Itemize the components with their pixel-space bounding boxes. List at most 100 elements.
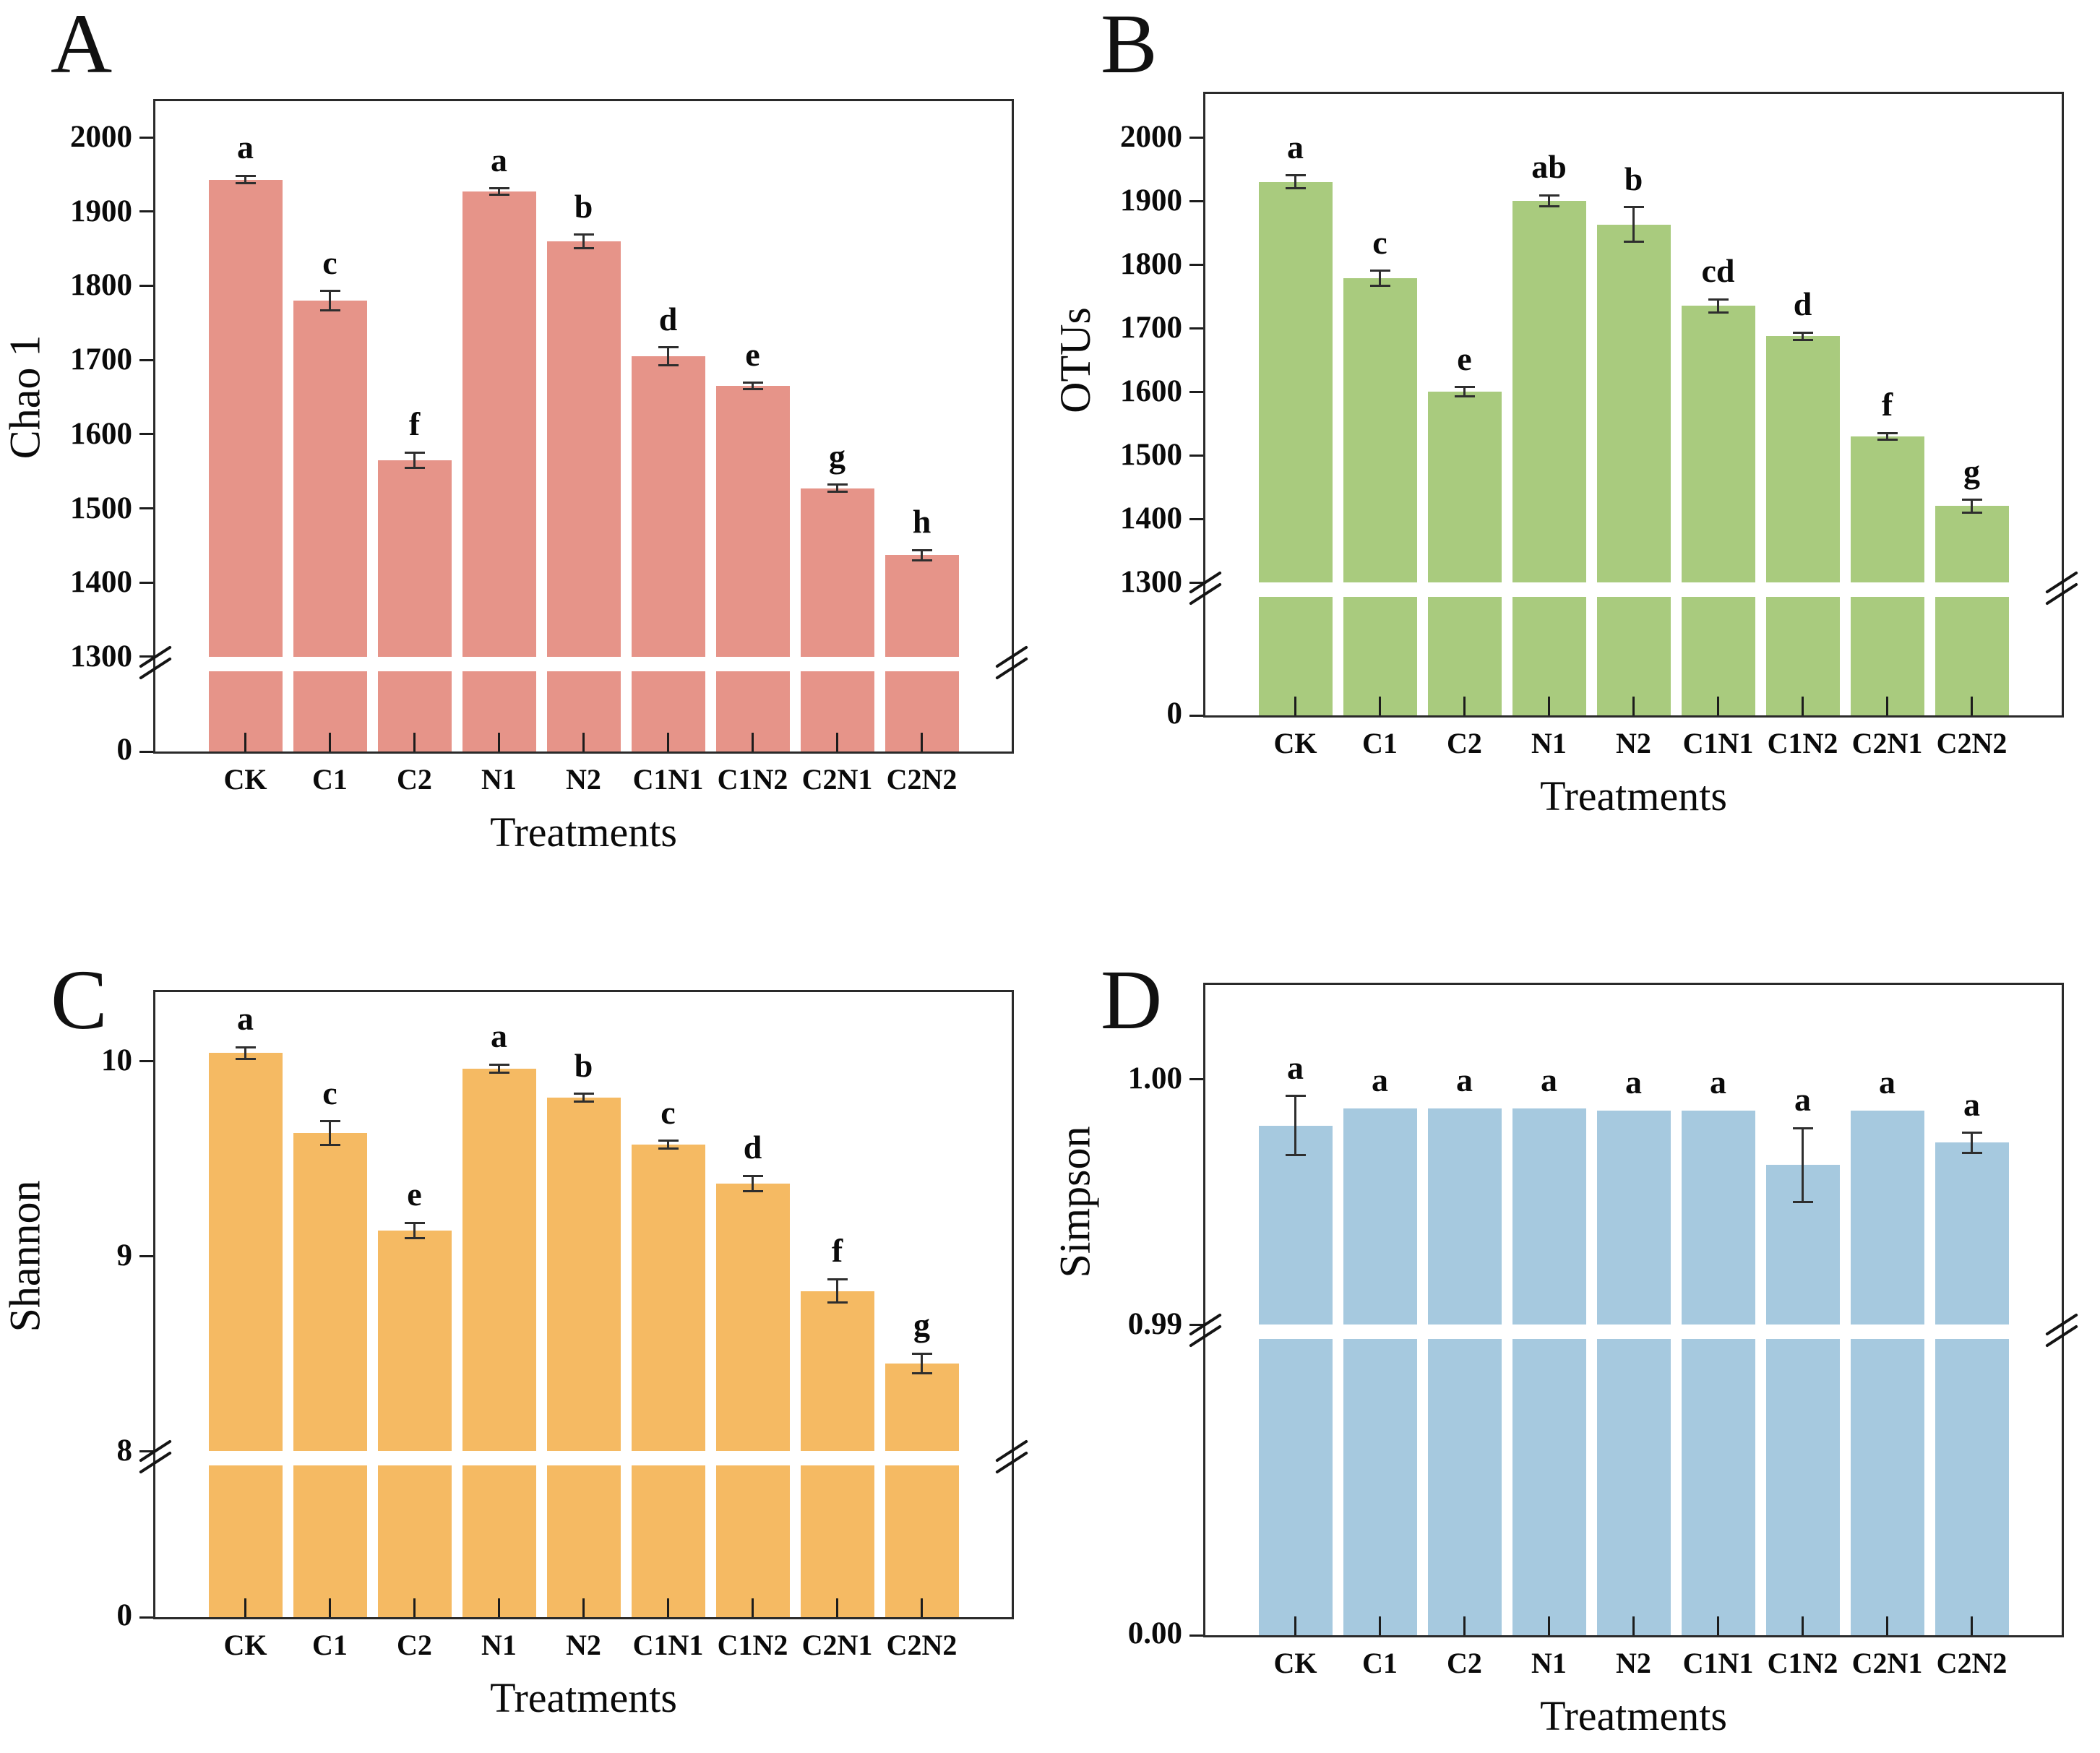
y-tick-baseline bbox=[139, 750, 155, 753]
x-tick-c1 bbox=[1379, 697, 1381, 715]
significance-letter-c1: c bbox=[322, 244, 337, 281]
y-tick bbox=[139, 358, 155, 361]
x-tick-ck bbox=[244, 733, 246, 751]
error-bar-cap-bottom bbox=[1877, 438, 1898, 441]
y-tick bbox=[1189, 263, 1205, 266]
significance-letter-n1: a bbox=[1541, 1061, 1557, 1098]
x-tick-label-c2n1: C2N1 bbox=[801, 1629, 873, 1661]
y-tick bbox=[1189, 454, 1205, 457]
error-bar-n2 bbox=[582, 1093, 585, 1102]
x-tick-c2n2 bbox=[921, 733, 923, 751]
error-bar-cap-bottom bbox=[573, 1101, 594, 1103]
error-bar-c2n2 bbox=[921, 550, 923, 561]
x-tick-label-n1: N1 bbox=[1531, 1647, 1567, 1679]
y-tick-label: 1800 bbox=[1120, 247, 1182, 281]
error-bar-n2 bbox=[582, 234, 585, 249]
significance-letter-n1: ab bbox=[1531, 148, 1567, 186]
significance-letter-c1: a bbox=[1372, 1061, 1388, 1098]
y-tick-label: 2000 bbox=[70, 120, 132, 154]
bar-ck bbox=[208, 1053, 283, 1617]
y-tick-baseline bbox=[139, 1616, 155, 1619]
x-tick-c2n2 bbox=[921, 1598, 923, 1617]
significance-letter-c1: c bbox=[1372, 223, 1387, 261]
error-bar-cap-bottom bbox=[235, 182, 256, 185]
x-tick-label-c1: C1 bbox=[312, 763, 348, 796]
x-tick-c2 bbox=[413, 733, 416, 751]
x-tick-label-c1n1: C1N1 bbox=[632, 1629, 704, 1661]
error-bar-cap-bottom bbox=[1623, 240, 1644, 243]
y-tick bbox=[139, 433, 155, 436]
error-bar-cap-top bbox=[1285, 174, 1306, 177]
x-tick-c2n1 bbox=[1886, 1616, 1888, 1635]
x-tick-label-c1n1: C1N1 bbox=[632, 763, 704, 796]
y-tick-label: 0.99 bbox=[1127, 1307, 1182, 1341]
bar-n1 bbox=[1512, 1108, 1586, 1635]
error-bar-cap-bottom bbox=[1285, 186, 1306, 189]
error-bar-cap-bottom bbox=[827, 1301, 848, 1304]
error-bar-c1n2 bbox=[1802, 332, 1804, 340]
x-tick-ck bbox=[1294, 697, 1296, 715]
significance-letter-ck: a bbox=[1287, 128, 1304, 165]
significance-letter-ck: a bbox=[1287, 1048, 1304, 1086]
bar-c2 bbox=[377, 460, 452, 751]
significance-letter-c2n1: f bbox=[1881, 386, 1893, 423]
bar-c1n2 bbox=[1765, 336, 1840, 715]
bar-c1n1 bbox=[1681, 306, 1755, 715]
error-bar-n1 bbox=[498, 188, 500, 195]
error-bar-cap-bottom bbox=[1961, 1151, 1982, 1154]
error-bar-cap-top bbox=[742, 382, 763, 384]
bar-c2 bbox=[1427, 1108, 1502, 1635]
error-bar-n1 bbox=[498, 1064, 500, 1073]
x-tick-n2 bbox=[1632, 1616, 1635, 1635]
significance-letter-c1n1: cd bbox=[1701, 252, 1735, 290]
x-tick-c1n1 bbox=[667, 733, 669, 751]
bar-c2n2 bbox=[1935, 1142, 2009, 1635]
x-tick-c1 bbox=[329, 1598, 331, 1617]
x-tick-label-c1n2: C1N2 bbox=[717, 1629, 788, 1661]
bar-c2n2 bbox=[885, 1363, 959, 1617]
error-bar-cap-bottom bbox=[911, 1371, 932, 1374]
bar-c1n2 bbox=[715, 1184, 790, 1617]
x-tick-label-c1n2: C1N2 bbox=[1767, 1647, 1838, 1679]
bar-c1n1 bbox=[1681, 1111, 1755, 1635]
bar-c2n1 bbox=[1850, 1111, 1924, 1635]
y-tick bbox=[139, 581, 155, 584]
error-bar-n2 bbox=[1632, 207, 1635, 242]
significance-letter-n2: b bbox=[574, 1046, 593, 1084]
error-bar-cap-top bbox=[235, 1046, 256, 1048]
x-tick-label-n1: N1 bbox=[1531, 727, 1567, 759]
x-tick-label-ck: CK bbox=[223, 763, 267, 796]
bar-c2n1 bbox=[1850, 436, 1924, 715]
y-tick bbox=[139, 284, 155, 287]
x-tick-n1 bbox=[498, 1598, 500, 1617]
bar-c2 bbox=[377, 1230, 452, 1617]
y-tick bbox=[1189, 1077, 1205, 1080]
significance-letter-c2n1: g bbox=[829, 437, 845, 475]
error-bar-c1n2 bbox=[1802, 1128, 1804, 1202]
x-tick-n2 bbox=[582, 1598, 585, 1617]
error-bar-cap-top bbox=[489, 1063, 509, 1066]
x-tick-c2 bbox=[1463, 697, 1466, 715]
y-tick-baseline bbox=[1189, 714, 1205, 717]
x-tick-ck bbox=[244, 1598, 246, 1617]
x-tick-label-c2n1: C2N1 bbox=[801, 763, 873, 796]
x-tick-n2 bbox=[1632, 697, 1635, 715]
bar-n2 bbox=[546, 1098, 621, 1617]
bar-c1n2 bbox=[1765, 1165, 1840, 1635]
x-tick-label-c2n2: C2N2 bbox=[1936, 1647, 2008, 1679]
axis-break-band bbox=[1208, 1325, 2060, 1339]
x-tick-label-n1: N1 bbox=[481, 763, 517, 796]
significance-letter-c1n1: a bbox=[1710, 1064, 1726, 1101]
bar-n2 bbox=[1596, 224, 1671, 715]
significance-letter-c1n2: e bbox=[745, 335, 760, 373]
significance-letter-c2n2: a bbox=[1963, 1085, 1980, 1123]
error-bar-ck bbox=[1294, 175, 1296, 189]
y-tick-label-baseline: 0 bbox=[1166, 697, 1183, 731]
error-bar-cap-bottom bbox=[319, 1143, 340, 1146]
significance-letter-c1: c bbox=[322, 1074, 337, 1111]
bar-c2n2 bbox=[885, 555, 959, 751]
x-tick-c2n2 bbox=[1971, 1616, 1973, 1635]
x-tick-c1n2 bbox=[1802, 1616, 1804, 1635]
y-axis-title-box: Chao 1 bbox=[0, 181, 51, 614]
x-tick-n1 bbox=[1548, 697, 1550, 715]
